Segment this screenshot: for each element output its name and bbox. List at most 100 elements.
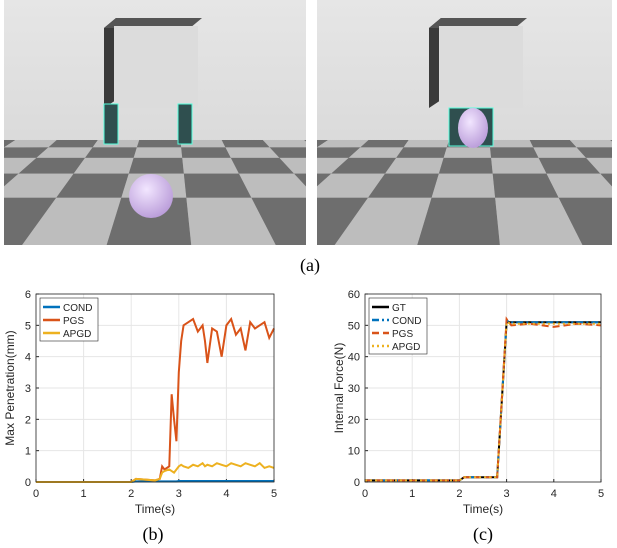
floor-tile	[533, 147, 587, 158]
floor-tile	[304, 140, 306, 142]
floor-tile	[133, 147, 183, 158]
floor-tile	[262, 140, 306, 148]
floor-tile	[4, 140, 16, 148]
plot-frame	[364, 293, 602, 483]
floor-tile	[128, 157, 184, 174]
floor-tile	[348, 147, 404, 158]
box-side	[429, 18, 441, 108]
legend-label: PGS	[392, 329, 413, 340]
legend-label: COND	[392, 316, 421, 327]
floor-tile	[4, 197, 57, 245]
y-tick-label: 20	[348, 414, 360, 426]
floor-tile	[417, 197, 500, 245]
y-tick-label: 6	[25, 289, 31, 301]
y-tick-label: 60	[348, 289, 360, 301]
support	[103, 103, 119, 145]
floor-tile	[36, 147, 93, 158]
floor-tile	[586, 157, 612, 174]
floor-tile	[490, 147, 539, 158]
floor-tile	[317, 157, 349, 174]
floor-tile	[334, 197, 432, 245]
floor-tile	[183, 173, 252, 198]
floor-tile	[279, 157, 306, 174]
floor-tile	[186, 197, 276, 245]
floor-tile	[136, 140, 182, 148]
floor-tile	[403, 140, 450, 148]
floor-tile	[538, 157, 601, 174]
box-front	[114, 26, 198, 108]
y-tick-label: 3	[25, 383, 31, 395]
box-top	[104, 18, 202, 28]
x-tick-label: 0	[33, 488, 39, 500]
y-tick-label: 4	[25, 352, 31, 364]
y-tick-label: 10	[348, 446, 360, 458]
floor-tile	[491, 157, 547, 174]
floor-tile	[4, 157, 37, 174]
caption: (b)	[143, 524, 164, 545]
floor-tile	[182, 157, 239, 174]
x-tick-label: 1	[409, 488, 415, 500]
floor-tile	[489, 140, 534, 148]
y-axis-label: Internal Force(N)	[332, 343, 346, 434]
floor-tile	[221, 140, 270, 148]
floor-tile	[569, 140, 612, 148]
legend-label: APGD	[392, 342, 420, 353]
floor-tile	[492, 173, 559, 198]
floor-tile	[56, 173, 129, 198]
series-line	[365, 320, 601, 482]
floor-tile	[85, 147, 137, 158]
floor-tile	[317, 140, 369, 148]
floor-tile	[317, 173, 386, 198]
y-tick-label: 0	[354, 477, 360, 489]
floor-tile	[385, 157, 444, 174]
floor-tile	[546, 173, 612, 198]
floor-tile	[600, 173, 612, 187]
caption: (c)	[473, 524, 493, 545]
floor-tile	[431, 173, 496, 198]
floor-tile	[4, 173, 19, 187]
floor-tile	[610, 140, 612, 142]
y-tick-label: 2	[25, 414, 31, 426]
floor-tile	[251, 197, 306, 245]
x-tick-label: 1	[81, 488, 87, 500]
box-top	[429, 18, 527, 28]
chart: 0 1 2 3 4 5 6 0 1 2 3 4 5 Time(s) Max Penetration(mm) C…	[3, 289, 277, 516]
box-front	[439, 26, 523, 108]
x-tick-label: 4	[551, 488, 557, 500]
y-tick-label: 1	[25, 446, 31, 458]
y-tick-label: 0	[25, 477, 31, 489]
floor-tile	[106, 197, 192, 245]
floor-tile	[396, 147, 447, 158]
legend-label: APGD	[63, 329, 91, 340]
chart: 0 10 20 30 40 50 60 0 1 2 3 4 5 Time(s) Internal Force…	[332, 289, 604, 516]
support	[177, 103, 193, 145]
floor-tile	[73, 157, 134, 174]
floor-tile	[317, 197, 369, 245]
series-line	[36, 461, 275, 483]
floor-tile	[317, 140, 329, 148]
floor-tile	[529, 140, 577, 148]
floor-tile	[181, 147, 231, 158]
legend-label: GT	[392, 303, 406, 314]
floor-tile	[317, 147, 361, 158]
y-tick-label: 30	[348, 383, 360, 395]
floor-tile	[317, 147, 318, 148]
y-axis-label: Max Penetration(mm)	[3, 330, 17, 445]
floor-tile	[238, 173, 306, 198]
legend-label: COND	[63, 303, 92, 314]
floor-tile	[294, 173, 306, 187]
floor-tile	[4, 147, 49, 158]
x-tick-label: 0	[362, 488, 368, 500]
x-tick-label: 3	[504, 488, 510, 500]
floor-tile	[331, 157, 397, 174]
x-axis-label: Time(s)	[463, 502, 503, 516]
floor-tile	[360, 140, 409, 148]
y-tick-label: 50	[348, 320, 360, 332]
x-tick-label: 5	[271, 488, 277, 500]
floor-tile	[438, 157, 493, 174]
floor-tile	[4, 140, 57, 148]
floor-tile	[558, 197, 612, 245]
y-tick-label: 40	[348, 352, 360, 364]
x-tick-label: 5	[598, 488, 604, 500]
